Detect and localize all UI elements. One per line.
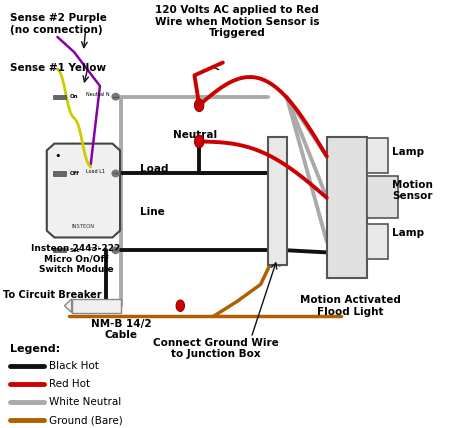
- Text: INSTEON: INSTEON: [72, 224, 95, 229]
- Text: White Neutral: White Neutral: [49, 397, 121, 407]
- Polygon shape: [367, 139, 389, 173]
- Text: NM-B 14/2
Cable: NM-B 14/2 Cable: [91, 318, 152, 340]
- Circle shape: [112, 93, 119, 100]
- Bar: [367, 176, 398, 218]
- Text: Neutral N: Neutral N: [86, 92, 110, 98]
- Text: •: •: [55, 151, 61, 161]
- Polygon shape: [367, 224, 389, 259]
- Ellipse shape: [176, 300, 184, 312]
- Text: Sense #1 Yellow: Sense #1 Yellow: [10, 62, 106, 73]
- Text: 120 Volts AC applied to Red
Wire when Motion Sensor is
Triggered: 120 Volts AC applied to Red Wire when Mo…: [155, 5, 319, 38]
- Text: Lamp: Lamp: [392, 228, 424, 238]
- Bar: [72, 299, 121, 312]
- Text: Connect Ground Wire
to Junction Box: Connect Ground Wire to Junction Box: [153, 338, 279, 360]
- Ellipse shape: [194, 135, 204, 148]
- Ellipse shape: [194, 99, 204, 112]
- Bar: [53, 248, 66, 253]
- Text: Load L1: Load L1: [86, 169, 105, 174]
- Text: Neutral: Neutral: [173, 130, 217, 140]
- Text: Load: Load: [140, 164, 169, 174]
- Text: Red Hot: Red Hot: [49, 379, 90, 389]
- Text: Insteon 2443-222
Micro On/Off
Switch Module: Insteon 2443-222 Micro On/Off Switch Mod…: [31, 244, 121, 273]
- Text: Lamp: Lamp: [392, 147, 424, 157]
- Bar: [53, 95, 66, 99]
- Text: Set: Set: [70, 248, 80, 253]
- Polygon shape: [64, 299, 72, 312]
- Text: Off: Off: [70, 171, 79, 176]
- Bar: [327, 137, 367, 278]
- Text: On: On: [70, 94, 78, 99]
- Circle shape: [112, 170, 119, 177]
- Text: Line L: Line L: [86, 246, 101, 251]
- Text: Black Hot: Black Hot: [49, 361, 99, 372]
- Polygon shape: [47, 144, 120, 238]
- Text: To Circuit Breaker: To Circuit Breaker: [3, 290, 102, 300]
- Text: Legend:: Legend:: [10, 344, 60, 354]
- Text: Sense #2 Purple
(no connection): Sense #2 Purple (no connection): [10, 14, 107, 35]
- Text: Ground (Bare): Ground (Bare): [49, 415, 123, 425]
- Text: Motion
Sensor: Motion Sensor: [392, 180, 433, 201]
- Text: Motion Activated
Flood Light: Motion Activated Flood Light: [300, 295, 401, 317]
- Bar: [53, 171, 66, 175]
- Bar: [268, 137, 287, 265]
- Circle shape: [112, 247, 119, 253]
- Text: Line: Line: [140, 207, 165, 217]
